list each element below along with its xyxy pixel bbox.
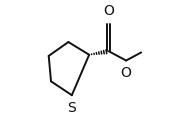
Text: O: O — [103, 4, 114, 18]
Text: S: S — [67, 101, 76, 115]
Text: O: O — [121, 66, 132, 80]
